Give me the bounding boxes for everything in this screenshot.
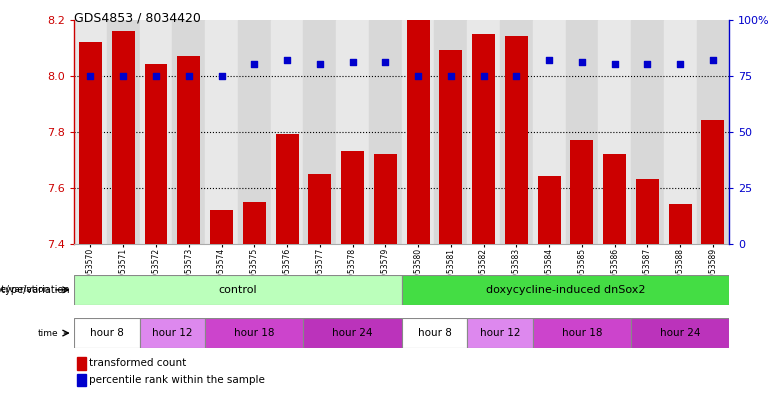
Bar — [697, 20, 729, 244]
Bar — [472, 34, 495, 244]
Bar — [570, 140, 594, 244]
Text: time: time — [38, 329, 58, 338]
Bar — [402, 318, 467, 348]
Bar — [336, 20, 369, 244]
Bar — [439, 50, 463, 244]
Bar — [275, 134, 299, 244]
Bar — [402, 20, 434, 244]
Bar — [144, 64, 168, 244]
Bar — [205, 318, 303, 348]
Text: hour 18: hour 18 — [234, 328, 275, 338]
Bar — [341, 151, 364, 244]
Text: hour 12: hour 12 — [480, 328, 520, 338]
Text: genotype/variation: genotype/variation — [0, 285, 50, 294]
Bar — [406, 17, 430, 244]
Bar — [172, 20, 205, 244]
Point — [281, 57, 293, 63]
Point — [150, 72, 162, 79]
Text: genotype/variation: genotype/variation — [0, 285, 70, 295]
Bar — [631, 20, 664, 244]
Text: percentile rank within the sample: percentile rank within the sample — [89, 375, 264, 385]
Text: hour 8: hour 8 — [90, 328, 124, 338]
Text: hour 24: hour 24 — [332, 328, 373, 338]
Bar — [243, 202, 266, 244]
Point — [674, 61, 686, 68]
Point — [707, 57, 719, 63]
Bar — [107, 20, 140, 244]
Point — [379, 59, 392, 65]
Text: hour 8: hour 8 — [417, 328, 452, 338]
Bar — [74, 20, 107, 244]
Bar — [598, 20, 631, 244]
Bar — [77, 357, 86, 369]
Bar — [74, 275, 402, 305]
Bar — [701, 120, 725, 244]
Point — [248, 61, 261, 68]
Bar — [402, 275, 729, 305]
Bar — [369, 20, 402, 244]
Bar — [238, 20, 271, 244]
Bar — [74, 318, 140, 348]
Point — [117, 72, 129, 79]
Point — [543, 57, 555, 63]
Point — [576, 59, 588, 65]
Bar — [434, 20, 467, 244]
Bar — [537, 176, 561, 244]
Text: transformed count: transformed count — [89, 358, 186, 368]
Bar — [505, 37, 528, 244]
Bar — [603, 154, 626, 244]
Point — [183, 72, 195, 79]
Text: hour 12: hour 12 — [152, 328, 193, 338]
Bar — [303, 318, 402, 348]
Bar — [210, 210, 233, 244]
Text: doxycycline-induced dnSox2: doxycycline-induced dnSox2 — [486, 285, 645, 295]
Point — [510, 72, 523, 79]
Bar — [177, 56, 200, 244]
Bar — [140, 318, 205, 348]
Bar — [500, 20, 533, 244]
Text: control: control — [218, 285, 257, 295]
Bar — [140, 20, 172, 244]
Bar — [77, 374, 86, 386]
Bar — [112, 31, 135, 244]
Bar — [467, 20, 500, 244]
Point — [641, 61, 654, 68]
Bar — [374, 154, 397, 244]
Bar — [636, 179, 659, 244]
Bar — [79, 42, 102, 244]
Bar — [271, 20, 303, 244]
Bar — [205, 20, 238, 244]
Text: hour 24: hour 24 — [660, 328, 700, 338]
Text: GDS4853 / 8034420: GDS4853 / 8034420 — [74, 12, 201, 25]
Point — [314, 61, 326, 68]
Point — [346, 59, 359, 65]
Point — [608, 61, 621, 68]
Point — [477, 72, 490, 79]
Bar — [631, 318, 729, 348]
Bar — [668, 204, 692, 244]
Text: hour 18: hour 18 — [562, 328, 602, 338]
Point — [445, 72, 457, 79]
Bar — [303, 20, 336, 244]
Point — [215, 72, 228, 79]
Bar — [566, 20, 598, 244]
Point — [412, 72, 424, 79]
Bar — [533, 20, 566, 244]
Bar — [533, 318, 631, 348]
Point — [84, 72, 97, 79]
Bar — [308, 174, 332, 244]
Bar — [467, 318, 533, 348]
Bar — [664, 20, 697, 244]
